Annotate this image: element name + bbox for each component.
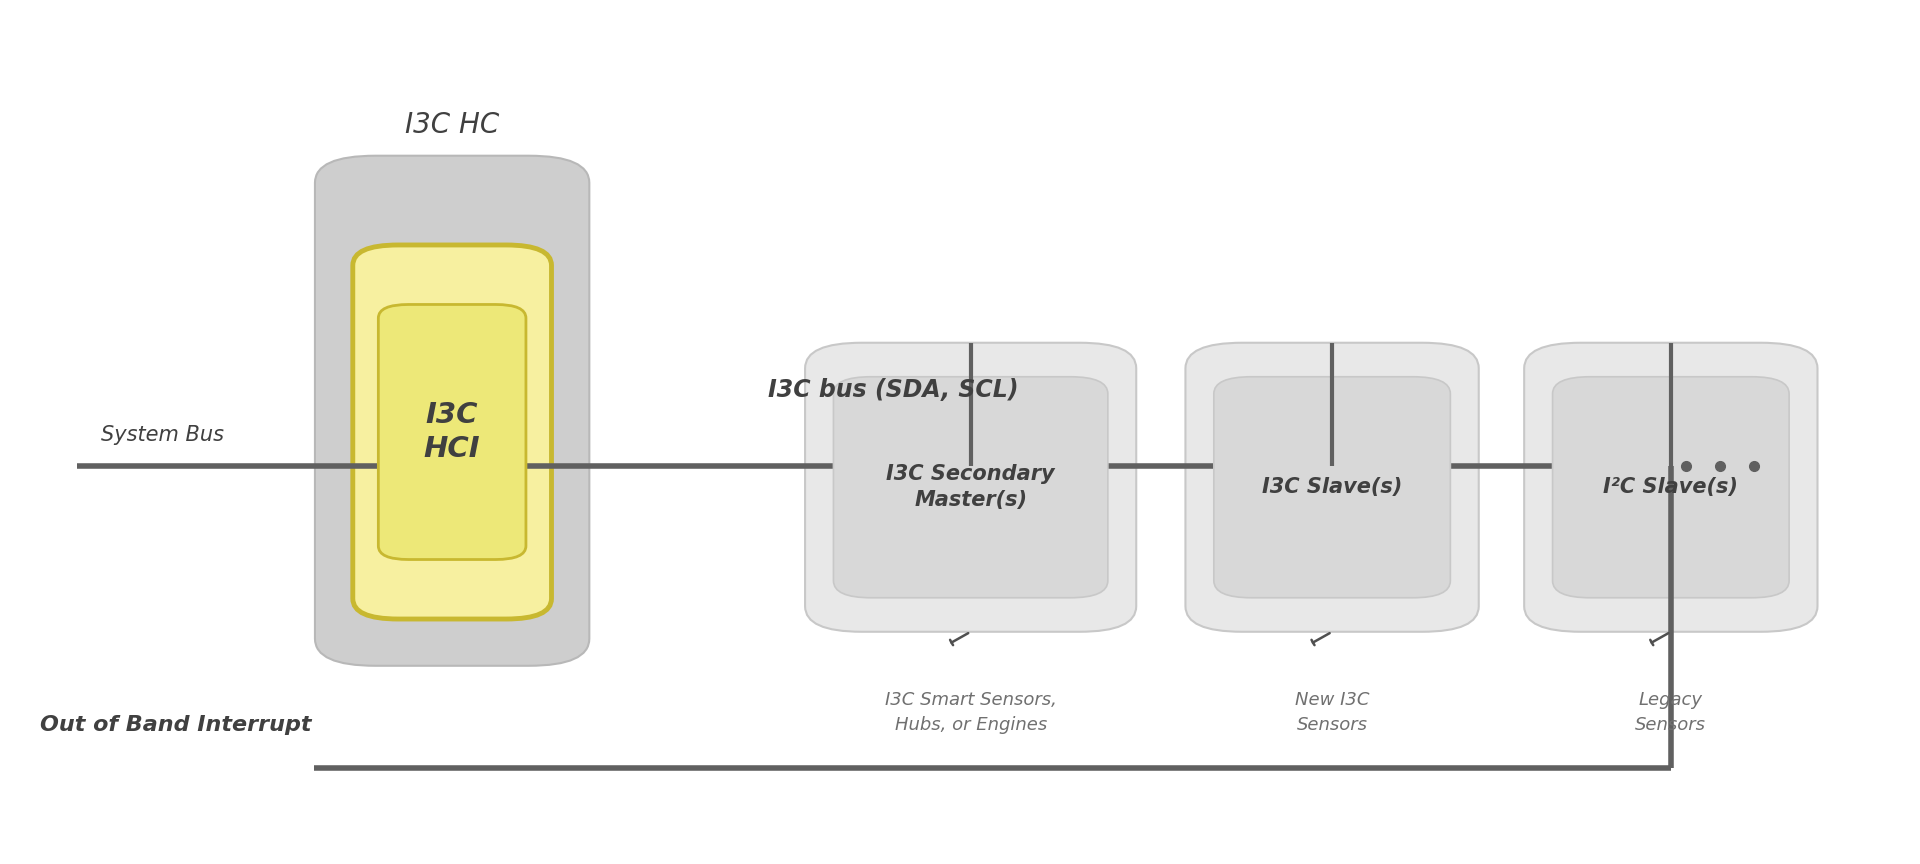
FancyBboxPatch shape <box>353 245 551 619</box>
Text: I3C HC: I3C HC <box>405 111 499 139</box>
FancyBboxPatch shape <box>1524 343 1818 632</box>
Text: System Bus: System Bus <box>102 425 225 445</box>
Text: I3C
HCI: I3C HCI <box>424 401 480 463</box>
Text: I3C Smart Sensors,
Hubs, or Engines: I3C Smart Sensors, Hubs, or Engines <box>885 691 1056 734</box>
FancyBboxPatch shape <box>804 343 1137 632</box>
Text: New I3C
Sensors: New I3C Sensors <box>1294 691 1369 734</box>
Text: I3C bus (SDA, SCL): I3C bus (SDA, SCL) <box>768 378 1020 403</box>
FancyBboxPatch shape <box>1553 377 1789 598</box>
FancyBboxPatch shape <box>1185 343 1478 632</box>
Text: I3C Slave(s): I3C Slave(s) <box>1261 477 1402 498</box>
Text: I3C Secondary
Master(s): I3C Secondary Master(s) <box>887 464 1054 511</box>
Text: I²C Slave(s): I²C Slave(s) <box>1603 477 1738 498</box>
Text: Out of Band Interrupt: Out of Band Interrupt <box>40 715 311 735</box>
FancyBboxPatch shape <box>378 304 526 560</box>
FancyBboxPatch shape <box>315 156 589 666</box>
FancyBboxPatch shape <box>1213 377 1450 598</box>
Text: Legacy
Sensors: Legacy Sensors <box>1636 691 1707 734</box>
FancyBboxPatch shape <box>833 377 1108 598</box>
